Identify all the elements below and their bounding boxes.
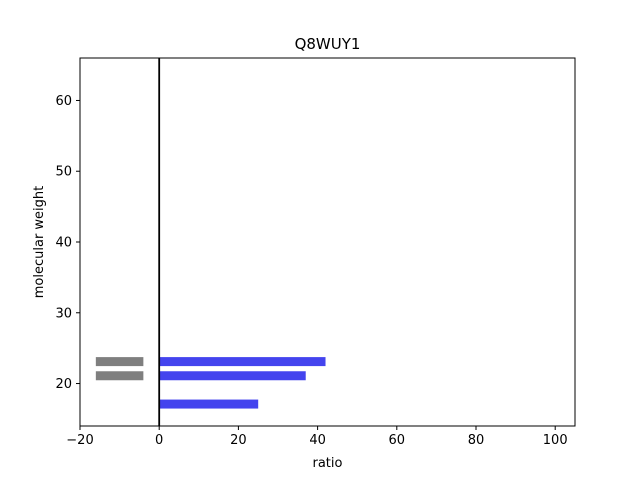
x-tick-label: 40	[309, 433, 326, 448]
x-tick-label: 0	[155, 433, 163, 448]
x-tick-label: −20	[66, 433, 93, 448]
y-tick-label: 40	[55, 236, 72, 251]
bars-group	[95, 357, 326, 409]
x-tick-label: 80	[468, 433, 485, 448]
x-tick-label: 20	[230, 433, 247, 448]
y-tick-label: 30	[55, 306, 72, 321]
x-tick-label: 60	[389, 433, 406, 448]
x-tick-label: 100	[543, 433, 568, 448]
bar-series-2-1	[95, 357, 144, 367]
y-tick-label: 50	[55, 165, 72, 180]
chart-title: Q8WUY1	[295, 35, 361, 53]
x-axis: −20 0 20 40 60 80 100	[66, 426, 568, 448]
bar-series-2-2	[95, 371, 144, 381]
bar-series-1-2	[159, 371, 306, 381]
y-tick-label: 60	[55, 94, 72, 109]
y-tick-label: 20	[55, 377, 72, 392]
x-axis-title: ratio	[313, 456, 343, 471]
y-axis-title: molecular weight	[32, 186, 47, 299]
bar-series-1-3	[159, 399, 259, 409]
bar-series-1-1	[159, 357, 326, 367]
y-axis: 20 30 40 50 60	[55, 94, 80, 392]
